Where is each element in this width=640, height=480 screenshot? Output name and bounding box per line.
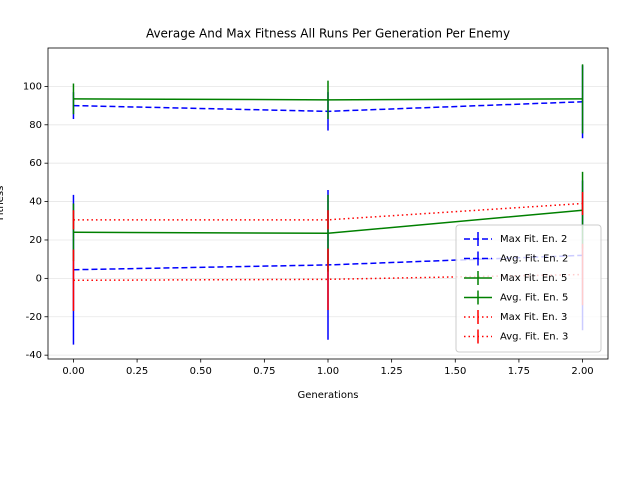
y-tick-label: 40 (29, 197, 42, 208)
x-tick-label: 1.00 (317, 366, 339, 377)
legend: Max Fit. En. 2 Avg. Fit. En. 2 Max Fit. En… (455, 224, 602, 353)
legend-box (455, 224, 602, 353)
y-axis-label: Fitness (0, 186, 6, 221)
y-tick-label: 20 (29, 235, 42, 246)
x-axis-label: Generations (298, 390, 359, 401)
y-tick-label: 0 (36, 273, 42, 284)
x-tick-label: 1.25 (381, 366, 403, 377)
legend-label: Max Fit. En. 3 (500, 312, 567, 323)
x-tick-label: 0.75 (253, 366, 275, 377)
legend-label: Max Fit. En. 5 (500, 273, 567, 284)
x-tick-label: 2.00 (571, 366, 593, 377)
legend-label: Avg. Fit. En. 5 (500, 293, 568, 304)
y-tick-label: 80 (29, 120, 42, 131)
x-tick-label: 0.50 (190, 366, 212, 377)
legend-label: Avg. Fit. En. 3 (500, 332, 568, 343)
chart-title: Average And Max Fitness All Runs Per Gen… (146, 27, 510, 41)
x-tick-label: 1.50 (444, 366, 466, 377)
y-tick-label: -20 (26, 312, 42, 323)
plot-frame (47, 47, 609, 360)
x-tick-label: 0.00 (62, 366, 84, 377)
y-tick-label: -40 (26, 350, 42, 361)
x-tick-label: 0.25 (126, 366, 148, 377)
y-tick-label: 60 (29, 158, 42, 169)
legend-label: Avg. Fit. En. 2 (500, 254, 568, 265)
y-tick-label: 100 (23, 81, 42, 92)
x-tick-label: 1.75 (508, 366, 530, 377)
legend-label: Max Fit. En. 2 (500, 234, 567, 245)
